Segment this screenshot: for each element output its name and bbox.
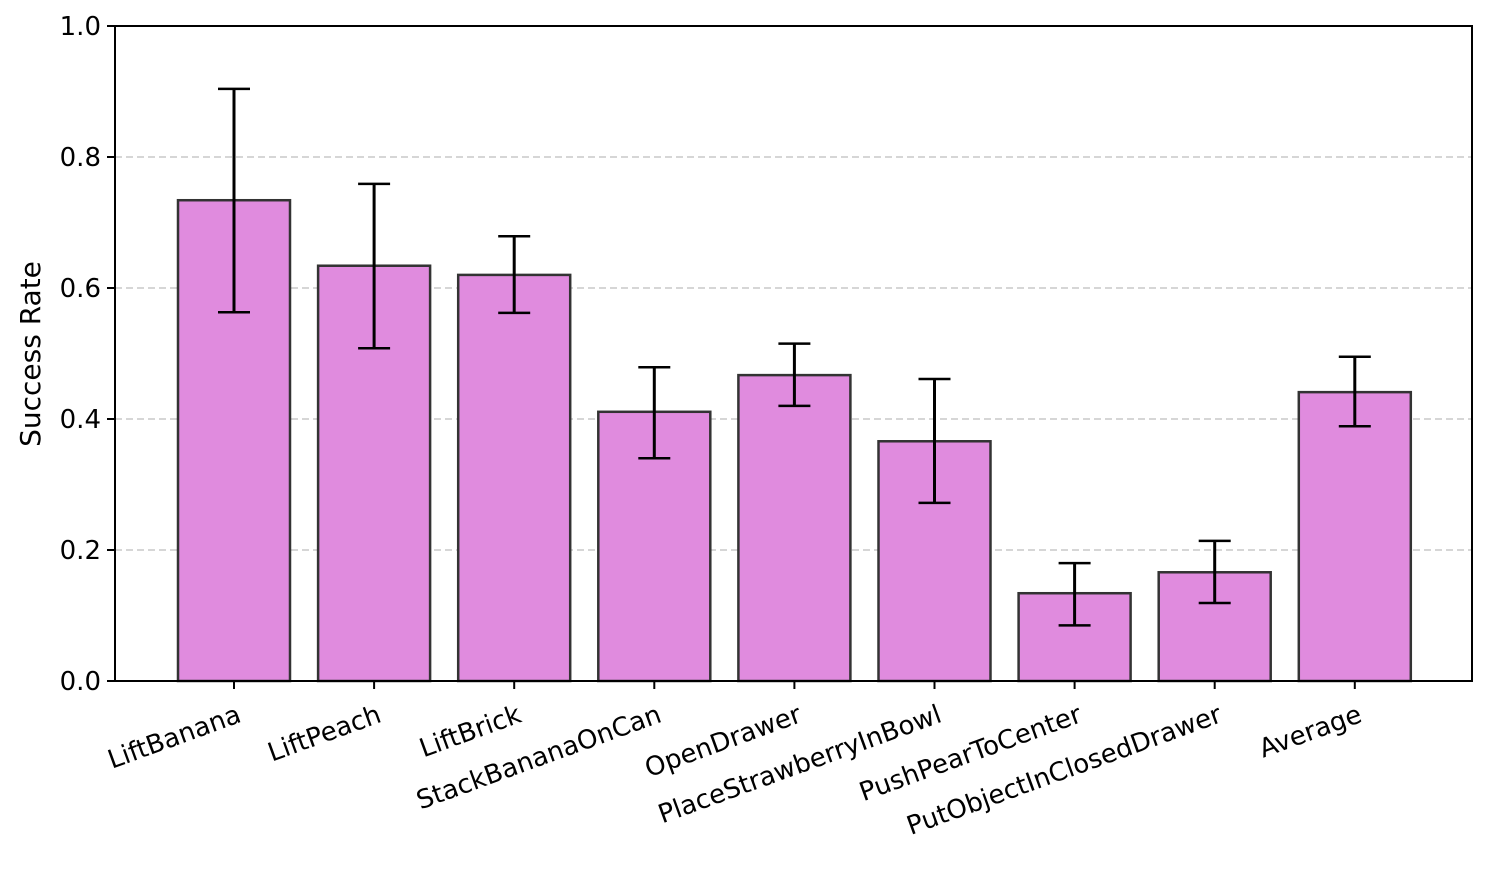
y-tick-label: 1.0	[60, 12, 101, 42]
bars	[176, 198, 1413, 683]
x-axis-ticks: LiftBanana LiftPeach LiftBrickStackBananaO…	[104, 681, 1366, 842]
bar	[456, 273, 572, 683]
bar	[737, 373, 852, 683]
y-tick-label: 0.0	[60, 667, 101, 697]
y-tick-label: 0.8	[60, 143, 101, 173]
bar	[1297, 390, 1413, 683]
x-tick-label: LiftPeach	[264, 700, 385, 769]
y-tick-label: 0.2	[60, 536, 101, 566]
x-tick-label: LiftBanana	[104, 700, 245, 776]
y-axis-ticks: 0.0 0.2 0.4 0.6 0.8 1.0	[60, 12, 115, 697]
y-axis-label: Success Rate	[14, 261, 47, 447]
x-tick-label: Average	[1255, 700, 1366, 765]
y-tick-label: 0.4	[60, 405, 101, 435]
error-bars	[218, 87, 1371, 627]
y-tick-label: 0.6	[60, 274, 101, 304]
x-tick-label: StackBananaOnCan	[413, 700, 666, 816]
